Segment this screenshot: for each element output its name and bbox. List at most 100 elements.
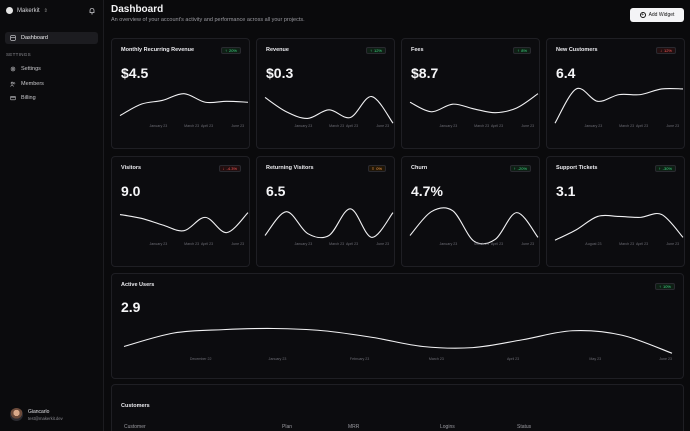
- tick-label: January 23: [439, 124, 458, 128]
- tick-label: April 23: [490, 124, 504, 128]
- bell-icon[interactable]: [88, 7, 96, 15]
- tick-label: March 23: [184, 124, 200, 128]
- brand-logo-icon: [6, 7, 13, 14]
- trend-badge: ↑ -20%: [509, 165, 531, 172]
- column-header-plan: Plan: [282, 424, 293, 430]
- page-subtitle: An overview of your account's activity a…: [111, 17, 305, 23]
- sparkline-chart: [409, 93, 539, 114]
- tick-label: April 23: [345, 242, 359, 246]
- card-value: 9.0: [121, 183, 141, 199]
- sidebar-item-members[interactable]: Members: [10, 81, 44, 87]
- tick-label: June 23: [376, 242, 390, 246]
- tick-label: April 23: [345, 124, 359, 128]
- sparkline-chart: [119, 93, 249, 117]
- user-email: test@makerkit.dev: [28, 415, 63, 421]
- tick-label: January 23: [149, 242, 168, 246]
- brand-switcher[interactable]: Makerkit ⇕: [6, 7, 48, 14]
- tick-label: April 23: [506, 357, 520, 361]
- x-axis-ticks: January 23 March 23 April 23 June 23: [555, 124, 683, 129]
- card-title: Revenue: [266, 47, 289, 53]
- customers-card: Customers Customer Plan MRR Logins Statu…: [111, 384, 684, 431]
- gear-icon: [10, 66, 16, 72]
- tick-label: June 23: [521, 242, 535, 246]
- sidebar-section-label: SETTINGS: [6, 52, 31, 57]
- sidebar-item-label: Members: [21, 81, 44, 87]
- tick-label: March 23: [474, 242, 490, 246]
- series-line: [409, 93, 539, 114]
- trend-badge: ↑ 8%: [513, 47, 531, 54]
- sparkline-chart: [554, 87, 684, 124]
- x-axis-ticks: January 23 March 23 April 23 June 23: [410, 124, 538, 129]
- sidebar-item-billing[interactable]: Billing: [10, 95, 36, 101]
- tick-label: January 23: [294, 124, 313, 128]
- card-value: 6.5: [266, 183, 286, 199]
- metric-card: Revenue ↑ 12% $0.3 January 23 March 23 Apr…: [256, 38, 395, 149]
- series-line: [123, 327, 673, 354]
- add-widget-button[interactable]: + Add Widget: [630, 8, 684, 22]
- metric-card: Fees ↑ 8% $8.7 January 23 March 23 April 2…: [401, 38, 540, 149]
- members-icon: [10, 81, 16, 87]
- sidebar-item-dashboard[interactable]: Dashboard: [5, 32, 98, 44]
- tick-label: June 23: [376, 124, 390, 128]
- card-title: Fees: [411, 47, 424, 53]
- tick-label: March 23: [184, 242, 200, 246]
- trend-value: 0%: [376, 166, 382, 171]
- tick-label: April 23: [635, 124, 649, 128]
- tick-label: June 23: [231, 242, 245, 246]
- card-title: New Customers: [556, 47, 598, 53]
- sparkline-chart: [264, 95, 394, 124]
- arrow-down-icon: ↓: [222, 166, 225, 171]
- tick-label: June 23: [231, 124, 245, 128]
- trend-value: -4.3%: [226, 166, 237, 171]
- sparkline-chart: [409, 207, 539, 245]
- tick-label: December 22: [189, 357, 212, 361]
- tick-label: March 23: [428, 357, 444, 361]
- user-profile[interactable]: Giancarlo test@makerkit.dev: [10, 408, 63, 421]
- card-value: 6.4: [556, 65, 576, 81]
- tick-label: June 23: [666, 242, 680, 246]
- x-axis-ticks: January 23 March 23 April 23 June 23: [265, 242, 393, 247]
- x-axis-ticks: January 23 March 23 April 23 June 23: [265, 124, 393, 129]
- tick-label: June 23: [521, 124, 535, 128]
- series-line: [264, 95, 394, 124]
- metric-card: Churn ↑ -20% 4.7% January 23 March 23 Apri…: [401, 156, 540, 267]
- tick-label: February 23: [349, 357, 370, 361]
- trend-badge: ↓ 12%: [655, 47, 676, 54]
- metric-card: Returning Visitors ≡ 0% 6.5 January 23 Ma…: [256, 156, 395, 267]
- tick-label: August 23: [585, 242, 602, 246]
- card-title: Monthly Recurring Revenue: [121, 47, 195, 53]
- tick-label: January 23: [294, 242, 313, 246]
- equal-icon: ≡: [371, 166, 375, 171]
- add-widget-label: Add Widget: [648, 12, 675, 18]
- brand-name: Makerkit: [17, 7, 40, 14]
- tick-label: June 23: [666, 124, 680, 128]
- card-title: Active Users: [121, 282, 155, 288]
- arrow-up-icon: ↑: [224, 48, 227, 53]
- sparkline-chart: [264, 208, 394, 239]
- card-value: $0.3: [266, 65, 294, 81]
- sidebar-item-settings[interactable]: Settings: [10, 66, 41, 72]
- sidebar-item-label: Billing: [21, 95, 36, 101]
- arrow-up-icon: ↑: [517, 48, 520, 53]
- page-title: Dashboard: [111, 4, 164, 15]
- card-value: 2.9: [121, 299, 141, 315]
- trend-value: 10%: [662, 284, 671, 289]
- trend-value: 8%: [521, 48, 527, 53]
- arrow-up-icon: ↑: [369, 48, 372, 53]
- tick-label: January 23: [439, 242, 458, 246]
- trend-badge: ↑ -30%: [654, 165, 676, 172]
- trend-value: 20%: [228, 48, 237, 53]
- series-line: [119, 212, 249, 234]
- series-line: [554, 212, 684, 241]
- plus-icon: +: [639, 11, 646, 18]
- chevron-updown-icon: ⇕: [43, 7, 48, 14]
- tick-label: April 23: [200, 124, 214, 128]
- active-users-x-axis: December 22 January 23 February 23 March 23…: [124, 357, 672, 363]
- card-value: 3.1: [556, 183, 576, 199]
- card-value: $4.5: [121, 65, 149, 81]
- card-icon: [10, 96, 16, 101]
- metric-card: Support Tickets ↑ -30% 3.1 August 23 Marc…: [546, 156, 685, 267]
- trend-badge: ↑ 20%: [220, 47, 241, 54]
- tick-label: March 23: [329, 124, 345, 128]
- tick-label: March 23: [474, 124, 490, 128]
